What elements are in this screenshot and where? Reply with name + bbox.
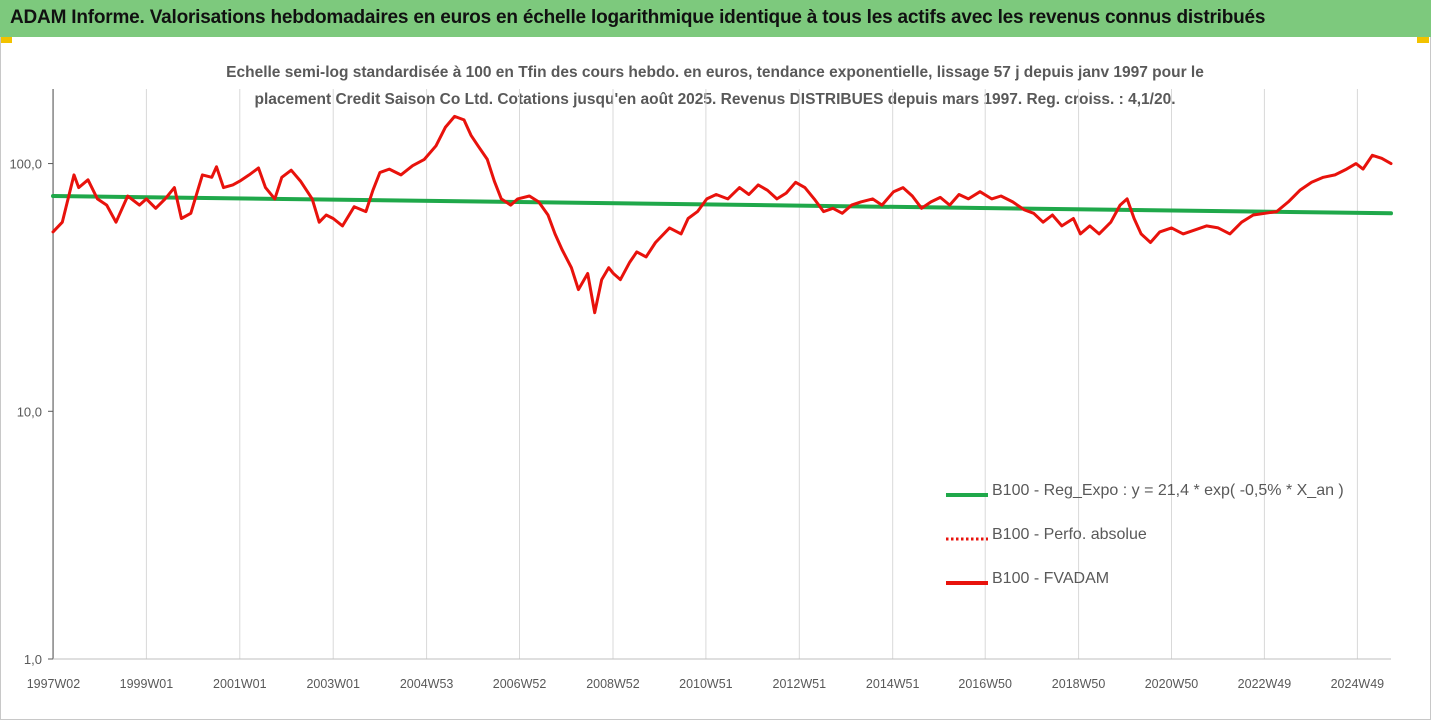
x-tick-label-4: 2004W53 [400,677,454,691]
report-title: ADAM Informe. Valorisations hebdomadaire… [10,7,1266,28]
y-tick-label-1: 10,0 [17,404,42,419]
x-tick-label-12: 2020W50 [1145,677,1199,691]
x-tick-label-8: 2012W51 [773,677,827,691]
x-tick-label-6: 2008W52 [586,677,640,691]
trend-line [51,194,1393,216]
x-tick-label-0: 1997W02 [27,677,81,691]
x-tick-label-9: 2014W51 [866,677,920,691]
legend-swatch-trend [946,493,988,497]
x-tick-label-5: 2006W52 [493,677,547,691]
x-tick-label-10: 2016W50 [958,677,1012,691]
corner-marker-left [0,37,12,43]
x-tick-label-1: 1999W01 [120,677,174,691]
title-banner: ADAM Informe. Valorisations hebdomadaire… [0,0,1431,37]
chart-subtitle-line-1: Echelle semi-log standardisée à 100 en T… [226,64,1204,81]
corner-marker-right [1417,37,1429,43]
legend-swatch-fvadam [946,581,988,585]
chart-subtitle-line-2: placement Credit Saison Co Ltd. Cotation… [254,91,1176,108]
x-tick-label-7: 2010W51 [679,677,733,691]
y-tick-label-0: 1,0 [24,652,42,667]
legend-label-fvadam: B100 - FVADAM [992,570,1110,587]
x-tick-label-2: 2001W01 [213,677,267,691]
y-tick-label-2: 100,0 [9,157,42,172]
legend-label-absolute: B100 - Perfo. absolue [992,526,1147,543]
x-tick-label-13: 2022W49 [1238,677,1292,691]
legend-label-trend: B100 - Reg_Expo : y = 21,4 * exp( -0,5% … [992,482,1344,499]
legend-swatch-absolute [946,537,988,541]
fvadam-line [51,114,1393,315]
x-tick-label-14: 2024W49 [1331,677,1385,691]
x-tick-label-3: 2003W01 [306,677,360,691]
x-tick-label-11: 2018W50 [1052,677,1106,691]
